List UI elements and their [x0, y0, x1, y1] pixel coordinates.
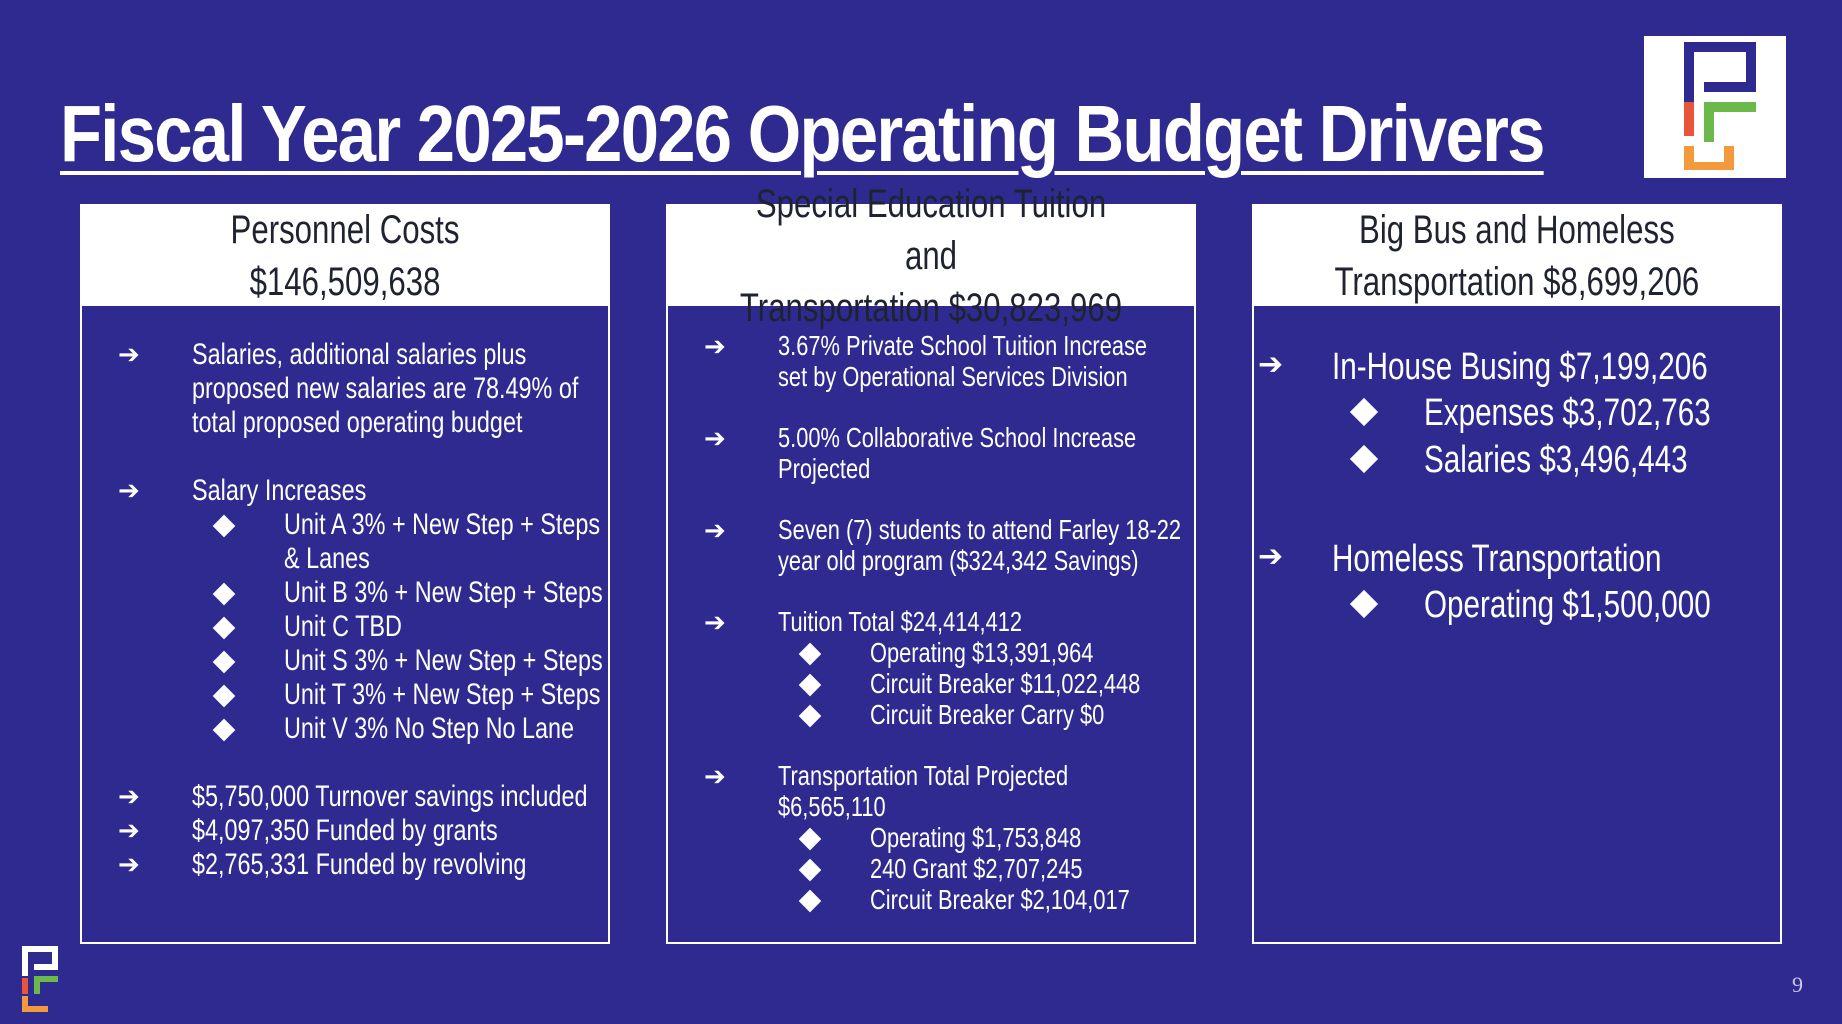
footer-logo-mark: [22, 946, 58, 1012]
diamond-bullet-icon: [1349, 444, 1379, 474]
card-heading: Personnel Costs $146,509,638: [82, 206, 608, 306]
footer-logo: [20, 944, 60, 1014]
sub-bullet-text: Circuit Breaker $11,022,448: [870, 668, 1141, 699]
diamond-bullet-icon: [798, 704, 822, 728]
card-heading-text: Personnel Costs $146,509,638: [230, 208, 460, 304]
diamond-bullet-icon: [212, 684, 236, 708]
bullet-text: Tuition Total $24,414,412: [778, 606, 1023, 637]
diamond-bullet-icon: [212, 582, 236, 606]
sub-bullet-text: Operating $13,391,964: [870, 637, 1094, 668]
sub-bullet-text: Unit C TBD: [284, 610, 402, 643]
bullet-text: In-House Busing $7,199,206: [1332, 346, 1708, 388]
sub-bullet-text: Salaries $3,496,443: [1424, 439, 1688, 481]
arrow-bullet-icon: ➔: [704, 424, 726, 454]
diamond-bullet-icon: [798, 827, 822, 851]
card-big-bus-homeless: Big Bus and Homeless Transportation $8,6…: [1252, 204, 1782, 944]
diamond-bullet-icon: [1349, 589, 1379, 619]
bullet-text: Seven (7) students to attend Farley 18-2…: [778, 514, 1182, 576]
bullet-text: $5,750,000 Turnover savings included: [192, 780, 588, 813]
card-heading-text: Big Bus and Homeless Transportation $8,6…: [1334, 208, 1700, 304]
arrow-bullet-icon: ➔: [118, 340, 140, 370]
sub-bullet-text: Unit S 3% + New Step + Steps: [284, 644, 603, 677]
bullet-text: Salary Increases: [192, 474, 367, 507]
diamond-bullet-icon: [212, 514, 236, 538]
card-heading: Special Education Tuition and Transporta…: [668, 182, 1194, 330]
sub-bullet-text: Operating $1,500,000: [1424, 584, 1711, 626]
page-number: 9: [1792, 972, 1803, 997]
arrow-bullet-icon: ➔: [704, 762, 726, 792]
diamond-bullet-icon: [798, 673, 822, 697]
page-title: Fiscal Year 2025-2026 Operating Budget D…: [60, 89, 1545, 178]
bullet-text: Salaries, additional salaries plus propos…: [192, 338, 579, 439]
arrow-bullet-icon: ➔: [704, 608, 726, 638]
arrow-bullet-icon: ➔: [118, 476, 140, 506]
sub-bullet-text: Unit T 3% + New Step + Steps: [284, 678, 601, 711]
diamond-bullet-icon: [212, 718, 236, 742]
arrow-bullet-icon: ➔: [118, 816, 140, 846]
arrow-bullet-icon: ➔: [118, 850, 140, 880]
sub-bullet-text: Unit B 3% + New Step + Steps: [284, 576, 603, 609]
bullet-text: 5.00% Collaborative School Increase Proje…: [778, 422, 1137, 484]
bullet-text: Homeless Transportation: [1332, 538, 1662, 580]
diamond-bullet-icon: [798, 889, 822, 913]
diamond-bullet-icon: [798, 858, 822, 882]
sub-bullet-text: Unit V 3% No Step No Lane: [284, 712, 575, 745]
district-logo: [1644, 36, 1786, 178]
sub-bullet-text: Operating $1,753,848: [870, 822, 1082, 853]
card-heading: Big Bus and Homeless Transportation $8,6…: [1254, 206, 1780, 306]
sub-bullet-text: Expenses $3,702,763: [1424, 392, 1711, 434]
arrow-bullet-icon: ➔: [704, 332, 726, 362]
sub-bullet-text: 240 Grant $2,707,245: [870, 853, 1083, 884]
bullet-text: 3.67% Private School Tuition Increase set…: [778, 330, 1148, 392]
bullet-text: Transportation Total Projected $6,565,110: [778, 760, 1069, 822]
sub-bullet-text: Unit A 3% + New Step + Steps & Lanes: [284, 508, 601, 575]
diamond-bullet-icon: [212, 650, 236, 674]
card-personnel-costs: Personnel Costs $146,509,638 ➔ Salaries,…: [80, 204, 610, 944]
sub-bullet-text: Circuit Breaker $2,104,017: [870, 884, 1130, 915]
bullet-text: $2,765,331 Funded by revolving: [192, 848, 527, 881]
card-heading-text: Special Education Tuition and Transporta…: [739, 182, 1123, 330]
card-special-education: Special Education Tuition and Transporta…: [666, 182, 1196, 944]
arrow-bullet-icon: ➔: [118, 782, 140, 812]
arrow-bullet-icon: ➔: [1258, 539, 1284, 574]
sub-bullet-text: Circuit Breaker Carry $0: [870, 699, 1105, 730]
arrow-bullet-icon: ➔: [1258, 347, 1284, 382]
bullet-text: $4,097,350 Funded by grants: [192, 814, 498, 847]
district-logo-mark: [1684, 42, 1756, 170]
arrow-bullet-icon: ➔: [704, 516, 726, 546]
diamond-bullet-icon: [212, 616, 236, 640]
diamond-bullet-icon: [798, 642, 822, 666]
diamond-bullet-icon: [1349, 397, 1379, 427]
